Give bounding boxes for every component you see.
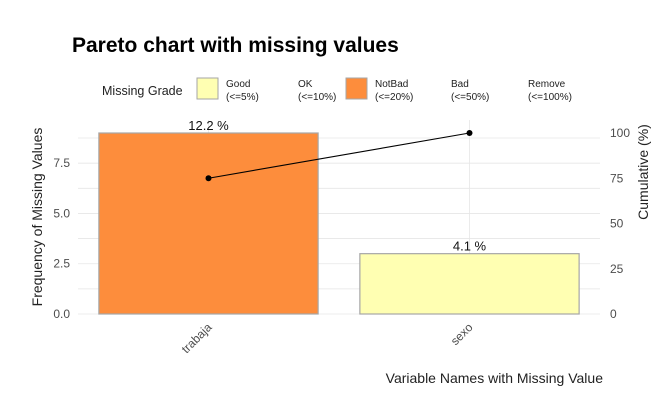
x-axis-title: Variable Names with Missing Value [386,370,604,386]
x-tick-label: trabaja [179,320,215,356]
y2-axis-title: Cumulative (%) [635,124,651,220]
legend-swatch-notbad [345,77,368,100]
legend-label-remove: Remove [528,79,566,90]
cumulative-line [205,130,473,182]
legend-range-notbad: (<=20%) [375,92,413,103]
y2-tick-label: 0 [610,307,617,321]
chart-title: Pareto chart with missing values [72,34,399,57]
legend-range-remove: (<=100%) [528,92,572,103]
legend-range-bad: (<=50%) [451,92,489,103]
y2-tick-label: 100 [610,126,630,140]
y2-axis-ticks: 0 25 50 75 100 [610,126,630,321]
cumulative-point-trabaja [205,175,212,182]
bar-trabaja [98,132,319,315]
legend-label-notbad: NotBad [375,79,408,90]
y2-tick-label: 25 [610,262,624,276]
legend-swatch-good [196,77,219,100]
cumulative-path [208,132,470,179]
bar-label-sexo: 4.1 % [453,239,487,254]
y-tick-label: 2.5 [53,257,70,271]
legend-range-ok: (<=10%) [298,92,336,103]
legend-label-good: Good [226,79,250,90]
y-tick-label: 5.0 [53,206,70,220]
y-axis-title: Frequency of Missing Values [29,128,45,307]
bars: 12.2 % 4.1 % [98,118,580,315]
bar-label-trabaja: 12.2 % [188,118,229,133]
x-axis-ticks: trabaja sexo [179,320,476,356]
y-tick-label: 7.5 [53,156,70,170]
legend-label-bad: Bad [451,79,469,90]
legend-range-good: (<=5%) [226,92,259,103]
y2-tick-label: 50 [610,217,624,231]
cumulative-point-sexo [466,130,473,136]
y2-tick-label: 75 [610,171,624,185]
bar-sexo [359,253,580,315]
legend-title: Missing Grade [102,84,183,98]
legend: Good (<=5%) OK (<=10%) NotBad (<=20%) Bad (<=50… [196,77,572,103]
y-axis-ticks: 0.0 2.5 5.0 7.5 [53,156,70,321]
x-tick-label: sexo [448,320,476,348]
y-tick-label: 0.0 [53,307,70,321]
legend-label-ok: OK [298,79,313,90]
